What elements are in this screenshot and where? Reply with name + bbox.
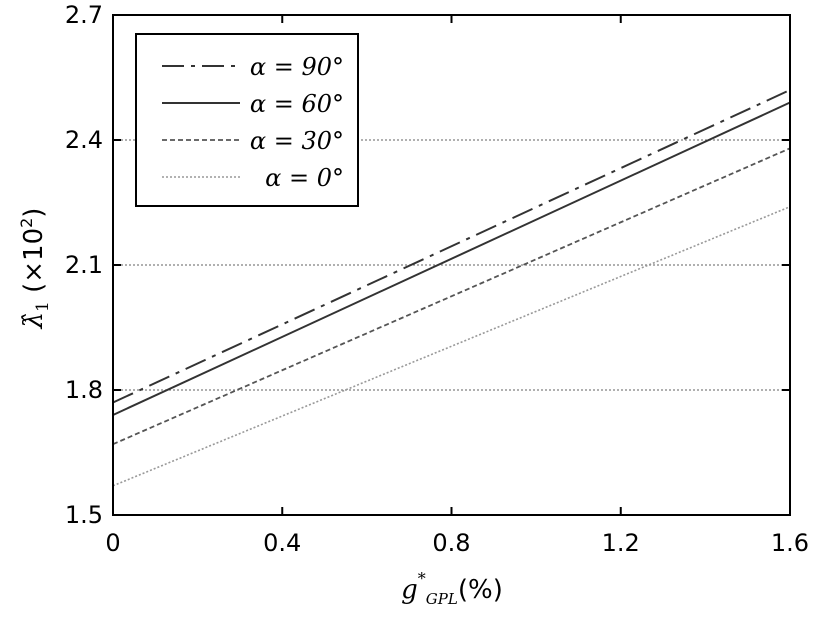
x-tick-label: 1.2 <box>602 529 640 557</box>
legend-label: α = 60° <box>250 90 344 118</box>
legend-label: α = 90° <box>250 53 344 81</box>
x-tick-label: 1.6 <box>771 529 809 557</box>
legend-label: α = 0° <box>265 164 344 192</box>
svg-text:g*GPL(%): g*GPL(%) <box>401 569 503 608</box>
legend: α = 90° α = 60° α = 30° α = 0° <box>135 33 359 207</box>
y-tick-label: 2.4 <box>65 126 103 154</box>
series-group <box>112 89 791 487</box>
series-line-0 <box>112 89 791 404</box>
axis-ticks: 1.5 1.8 2.1 2.4 2.7 0 0.4 0.8 1.2 1.6 <box>65 1 809 557</box>
svg-text:λ̂1 (×102): λ̂1 (×102) <box>17 208 53 330</box>
series-line-1 <box>112 101 791 416</box>
x-tick-label: 0.4 <box>263 529 301 557</box>
y-tick-label: 2.7 <box>65 1 103 29</box>
series-line-2 <box>112 147 791 446</box>
y-tick-label: 1.8 <box>65 376 103 404</box>
x-axis-label: g*GPL(%) <box>401 569 503 608</box>
x-tick-label: 0 <box>105 529 120 557</box>
legend-box <box>135 33 359 207</box>
y-tick-label: 1.5 <box>65 501 103 529</box>
x-tick-label: 0.8 <box>432 529 470 557</box>
series-line-3 <box>112 205 791 487</box>
y-axis-label: λ̂1 (×102) <box>17 208 53 330</box>
legend-label: α = 30° <box>250 127 344 155</box>
y-tick-label: 2.1 <box>65 251 103 279</box>
